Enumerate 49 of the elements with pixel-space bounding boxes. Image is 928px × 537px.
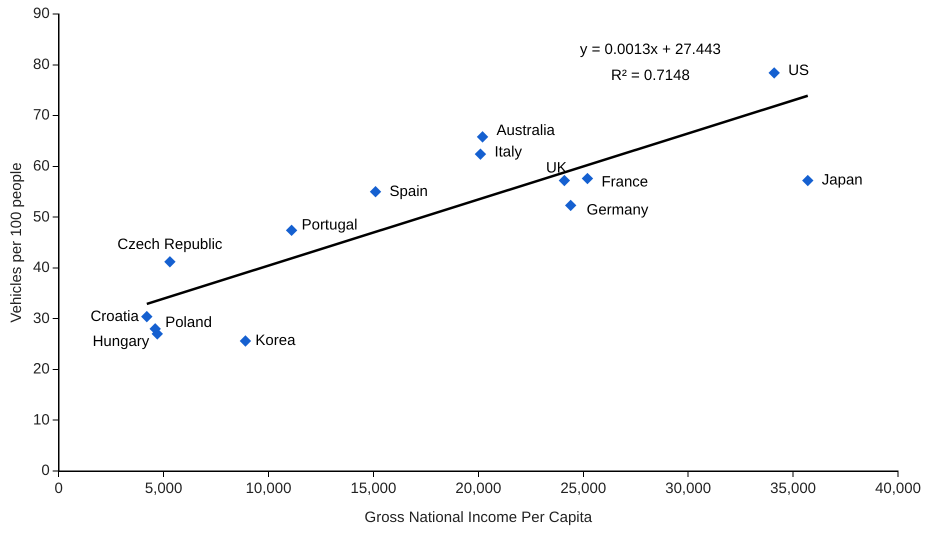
y-tick-label: 80 <box>32 56 50 73</box>
annotation: Italy <box>494 143 522 160</box>
point <box>370 186 382 198</box>
y-tick-label: 90 <box>32 5 50 22</box>
point <box>565 200 576 211</box>
x-tick-label: 25,000 <box>560 480 606 498</box>
y-tick-label: 60 <box>32 157 50 174</box>
x-tick-label: 10,000 <box>246 480 292 498</box>
annotation: y = 0.0013x + 27.443 <box>580 41 721 58</box>
annotation: Portugal <box>302 216 358 234</box>
annotation: Hungary <box>92 333 150 350</box>
x-tick-label: 20,000 <box>455 480 502 498</box>
annotation: France <box>601 174 648 191</box>
y-axis-title: Vehicles per 100 people <box>8 162 26 323</box>
point <box>286 224 298 236</box>
y-tick-label: 0 <box>41 462 50 480</box>
annotation: Spain <box>390 182 428 200</box>
x-tick-label: 30,000 <box>665 480 712 498</box>
point <box>240 336 251 347</box>
point <box>477 131 488 142</box>
annotation: R² = 0.7148 <box>610 67 690 84</box>
x-tick-label: 0 <box>54 480 63 498</box>
annotation: US <box>788 62 810 80</box>
point <box>164 256 176 268</box>
x-tick-label: 35,000 <box>770 480 816 498</box>
y-tick-label: 40 <box>32 259 50 276</box>
annotation: Australia <box>496 122 556 140</box>
annotation: UK <box>546 160 567 177</box>
annotation: Croatia <box>90 308 140 325</box>
y-tick-label: 30 <box>32 310 50 327</box>
point <box>558 175 570 186</box>
point <box>768 67 780 78</box>
point <box>582 173 593 184</box>
y-tick-label: 20 <box>32 360 50 378</box>
x-tick-label: 40,000 <box>875 480 921 498</box>
annotation: Japan <box>822 172 863 189</box>
point <box>474 148 486 160</box>
x-tick-label: 15,000 <box>350 480 396 498</box>
x-axis-title: Gross National Income Per Capita <box>364 509 593 526</box>
y-tick-label: 50 <box>32 208 50 226</box>
y-tick-label: 70 <box>32 106 50 124</box>
annotation: Poland <box>165 314 212 331</box>
y-tick-label: 10 <box>32 411 50 428</box>
annotation: Germany <box>586 202 649 219</box>
x-tick-label: 5,000 <box>144 480 182 498</box>
annotation: Czech Republic <box>117 236 223 253</box>
point <box>141 311 152 322</box>
point <box>802 175 814 186</box>
annotation: Korea <box>255 332 296 350</box>
